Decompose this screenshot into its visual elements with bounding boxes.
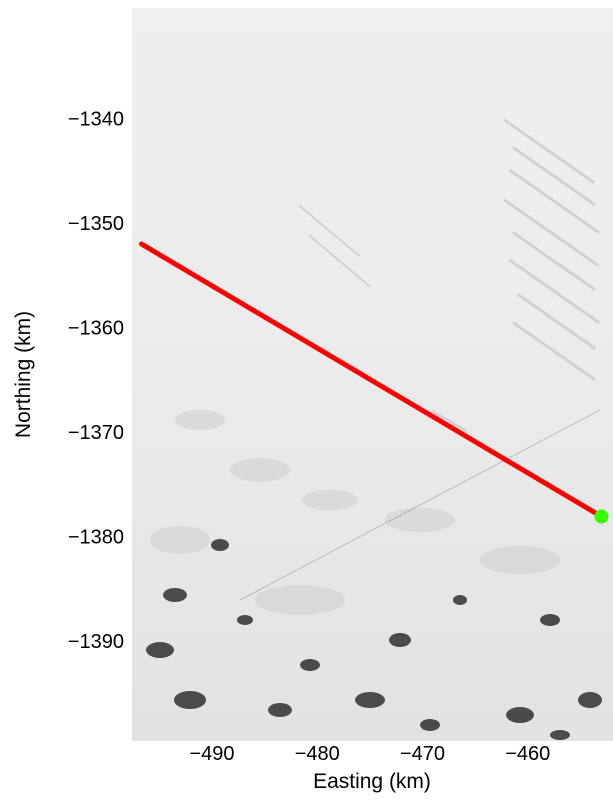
y-tick-label: −1370	[68, 422, 124, 444]
x-tick-label: −470	[400, 743, 445, 765]
y-tick-label: −1350	[68, 213, 124, 235]
x-tick-label: −480	[295, 743, 340, 765]
y-axis-label: Northing (km)	[12, 311, 35, 438]
x-tick-label: −490	[189, 743, 234, 765]
satellite-basemap	[132, 8, 613, 741]
x-tick-label: −460	[505, 743, 550, 765]
track-end-marker	[594, 509, 609, 524]
y-tick-label: −1340	[68, 109, 124, 131]
y-tick-label: −1360	[68, 318, 124, 340]
y-tick-label: −1380	[68, 526, 124, 548]
x-axis-label: Easting (km)	[313, 770, 431, 793]
axes-layer: −490 −480 −470 −460 −1390 −1380 −1370 −1360 −135…	[12, 109, 550, 793]
y-tick-label: −1390	[68, 631, 124, 653]
track-layer	[138, 241, 609, 524]
flight-track-line	[138, 241, 604, 520]
